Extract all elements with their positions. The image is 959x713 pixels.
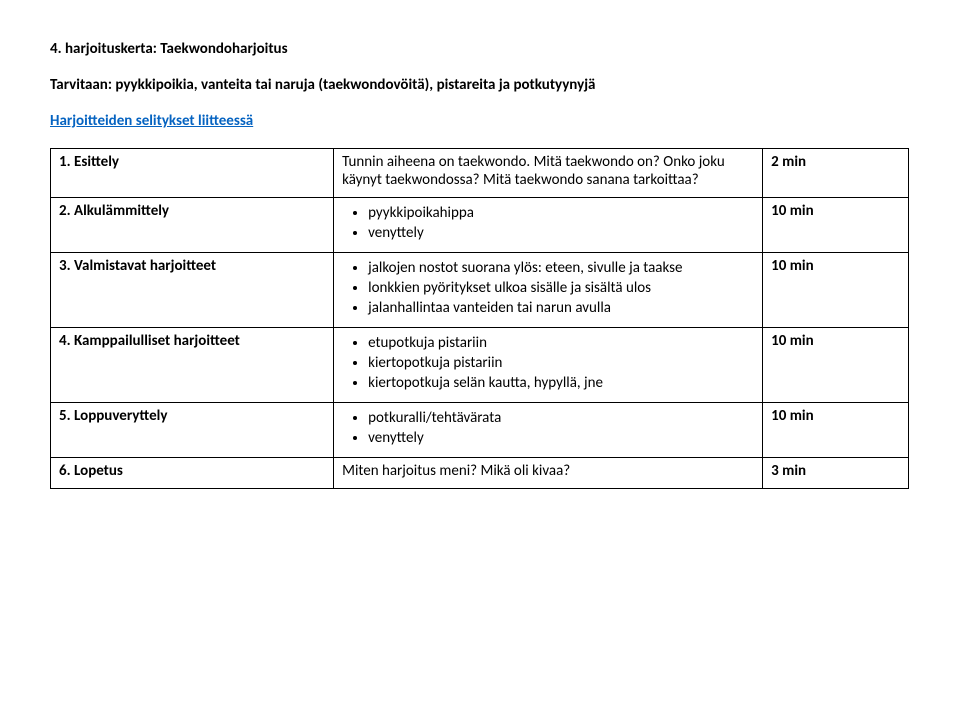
- row-label: Valmistavat harjoitteet: [74, 257, 216, 275]
- row-number: 1.: [59, 153, 71, 171]
- equipment-needed: Tarvitaan: pyykkipoikia, vanteita tai na…: [50, 76, 909, 94]
- row-label: Kamppailulliset harjoitteet: [74, 332, 240, 350]
- row-duration: 10 min: [763, 253, 909, 328]
- page-title: 4. harjoituskerta: Taekwondoharjoitus: [50, 40, 909, 58]
- table-row: 5. Loppuveryttely potkuralli/tehtävärata…: [51, 403, 909, 458]
- bullet-item: lonkkien pyöritykset ulkoa sisälle ja si…: [368, 279, 754, 297]
- row-number: 4.: [59, 332, 71, 350]
- row-number: 5.: [59, 407, 71, 425]
- row-label: Loppuveryttely: [74, 407, 167, 425]
- row-label: Alkulämmittely: [74, 202, 169, 220]
- table-row: 6. Lopetus Miten harjoitus meni? Mikä ol…: [51, 458, 909, 489]
- bullet-item: kiertopotkuja selän kautta, hypyllä, jne: [368, 374, 754, 392]
- row-duration: 3 min: [763, 458, 909, 489]
- table-row: 4. Kamppailulliset harjoitteet etupotkuj…: [51, 328, 909, 403]
- row-number: 2.: [59, 202, 71, 220]
- bullet-item: potkuralli/tehtävärata: [368, 409, 754, 427]
- row-number: 3.: [59, 257, 71, 275]
- bullet-item: kiertopotkuja pistariin: [368, 354, 754, 372]
- table-row: 3. Valmistavat harjoitteet jalkojen nost…: [51, 253, 909, 328]
- row-duration: 2 min: [763, 149, 909, 198]
- row-duration: 10 min: [763, 198, 909, 253]
- row-desc: jalkojen nostot suorana ylös: eteen, siv…: [334, 253, 763, 328]
- row-desc: potkuralli/tehtävärata venyttely: [334, 403, 763, 458]
- bullet-item: venyttely: [368, 224, 754, 242]
- row-duration: 10 min: [763, 328, 909, 403]
- row-label: Lopetus: [74, 462, 123, 480]
- schedule-table: 1. Esittely Tunnin aiheena on taekwondo.…: [50, 148, 909, 489]
- table-row: 1. Esittely Tunnin aiheena on taekwondo.…: [51, 149, 909, 198]
- table-row: 2. Alkulämmittely pyykkipoikahippa venyt…: [51, 198, 909, 253]
- row-desc: pyykkipoikahippa venyttely: [334, 198, 763, 253]
- row-desc: Tunnin aiheena on taekwondo. Mitä taekwo…: [334, 149, 763, 198]
- bullet-item: pyykkipoikahippa: [368, 204, 754, 222]
- row-desc: etupotkuja pistariin kiertopotkuja pista…: [334, 328, 763, 403]
- bullet-item: jalanhallintaa vanteiden tai narun avull…: [368, 299, 754, 317]
- bullet-item: etupotkuja pistariin: [368, 334, 754, 352]
- row-duration: 10 min: [763, 403, 909, 458]
- row-label: Esittely: [74, 153, 119, 171]
- bullet-item: venyttely: [368, 429, 754, 447]
- row-number: 6.: [59, 462, 71, 480]
- row-desc: Miten harjoitus meni? Mikä oli kivaa?: [334, 458, 763, 489]
- exercises-link[interactable]: Harjoitteiden selitykset liitteessä: [50, 112, 909, 130]
- bullet-item: jalkojen nostot suorana ylös: eteen, siv…: [368, 259, 754, 277]
